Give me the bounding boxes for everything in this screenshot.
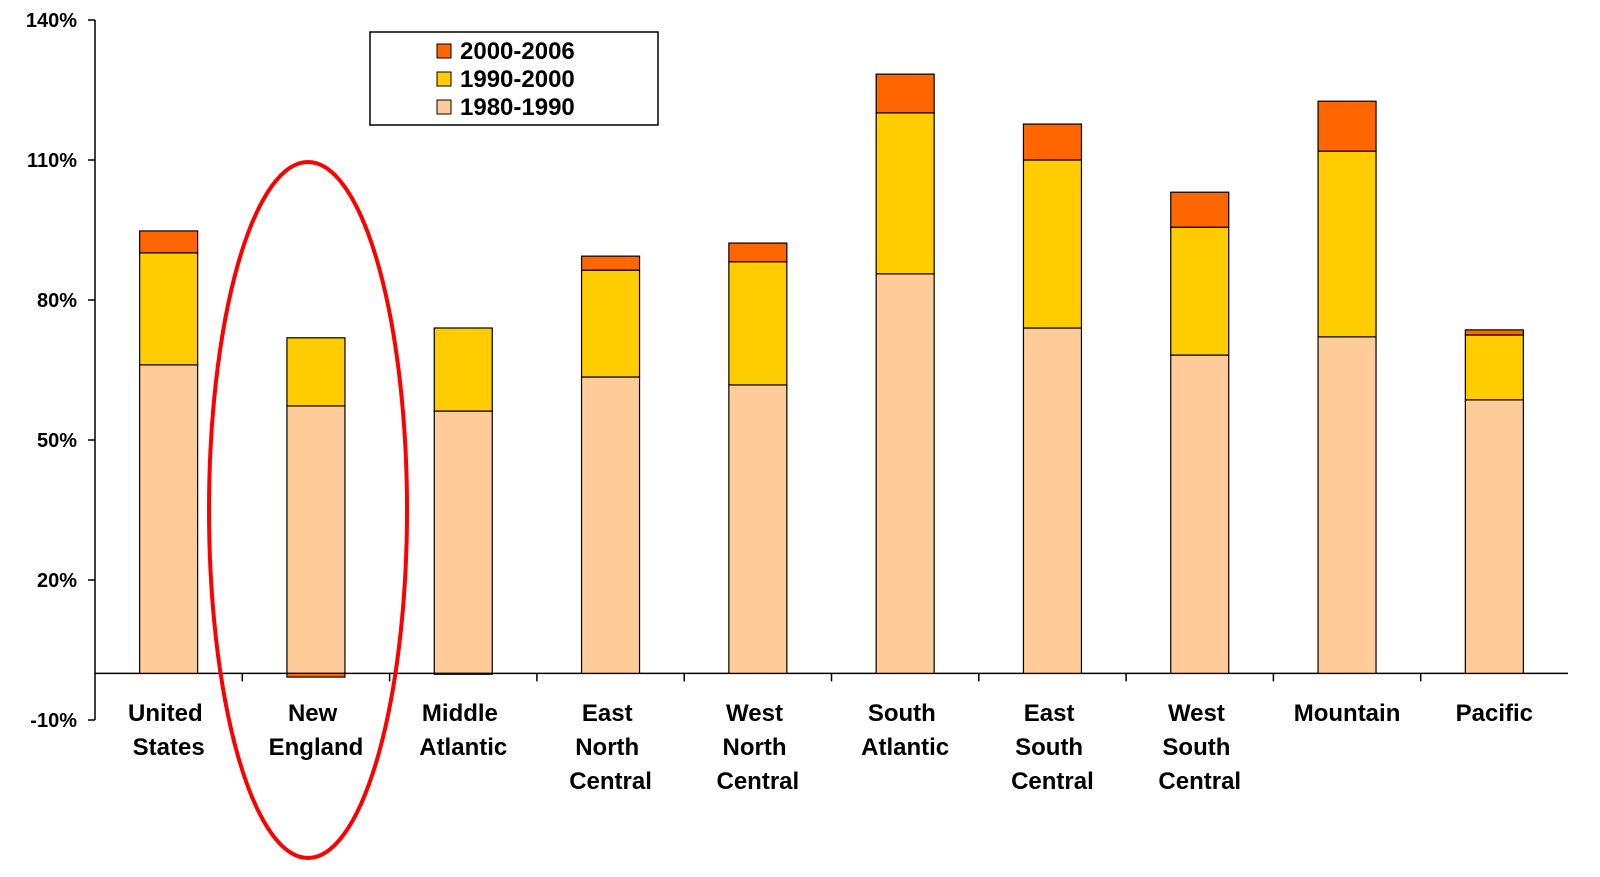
bar-segment [433, 672, 493, 675]
bar-segment [875, 273, 935, 674]
x-tick-label: South Atlantic [861, 700, 949, 761]
bar-segment [1317, 336, 1377, 674]
x-tick-label: Mountain [1294, 700, 1401, 727]
bar-segment [728, 384, 788, 674]
y-tick-label: 110% [27, 150, 77, 172]
bar-segment [1022, 327, 1083, 674]
x-tick-label: New England [269, 700, 364, 761]
legend-swatch [436, 71, 452, 87]
plot: -10% 20% 50% 80% 110% 140% United States New En… [26, 10, 1568, 795]
bar-segment [1464, 334, 1524, 401]
legend-swatch [436, 99, 452, 115]
bar-segment [286, 337, 346, 407]
bar-segment [1317, 100, 1377, 152]
legend-swatch [436, 43, 452, 59]
x-tick-label: Pacific [1456, 700, 1533, 727]
bar-segment [580, 255, 641, 271]
bar-segment [1317, 150, 1377, 338]
x-tick-label: West North Central [717, 700, 800, 795]
bar-segment [875, 112, 935, 275]
bar-segment [139, 364, 199, 674]
x-tick-label: East North Central [569, 700, 652, 795]
bar-segment [1170, 191, 1230, 228]
x-tick-label: West South Central [1158, 700, 1241, 795]
bar-segment [286, 672, 346, 678]
highlight-ellipse [207, 160, 409, 860]
bar-segment [433, 410, 493, 674]
bar-segment [580, 269, 641, 378]
bar-segment [875, 73, 935, 114]
y-tick-label: 80% [37, 290, 77, 312]
y-tick-label: 140% [26, 10, 77, 32]
bar-segment [1022, 159, 1083, 329]
x-tick-label: United States [128, 700, 209, 761]
bar-segment [139, 230, 199, 254]
y-tick-label: 20% [37, 570, 77, 592]
bar-segment [580, 376, 641, 674]
bar-segment [1170, 354, 1230, 674]
bar-segment [286, 405, 346, 674]
bar-segment [728, 242, 788, 263]
bar-segment [1022, 123, 1083, 161]
legend-label: 1980-1990 [460, 94, 575, 121]
legend-box [369, 31, 659, 126]
x-tick-label: East South Central [1011, 700, 1094, 795]
legend-label: 1990-2000 [460, 66, 575, 93]
y-tick-label: -10% [30, 710, 77, 732]
bar-segment [728, 261, 788, 386]
bar-segment [1464, 329, 1524, 336]
legend-label: 2000-2006 [460, 38, 575, 65]
y-tick-label: 50% [37, 430, 77, 452]
bar-segment [1170, 226, 1230, 356]
bar-segment [433, 327, 493, 412]
bar-segment [1464, 399, 1524, 674]
bar-segment [139, 252, 199, 366]
x-tick-label: Middle Atlantic [419, 700, 507, 761]
